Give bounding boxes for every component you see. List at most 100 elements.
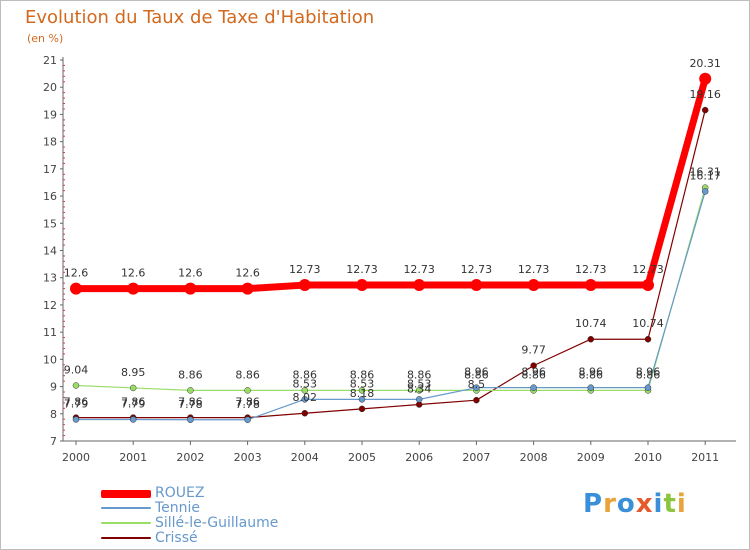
data-point-rouez: [298, 279, 311, 292]
x-tick-label: 2000: [62, 451, 90, 464]
data-label-sille-le-guillaume: 8.86: [636, 368, 661, 381]
y-tick-label: 7: [50, 435, 57, 448]
data-label-sille-le-guillaume: 9.04: [64, 363, 89, 376]
data-label-crisse: 8.34: [407, 383, 432, 396]
x-tick-label: 2006: [405, 451, 433, 464]
data-point-rouez: [699, 72, 712, 85]
series-line-rouez: [76, 77, 709, 293]
chart-legend: ROUEZ Tennie Sillé-le-Guillaume Crissé: [101, 485, 341, 546]
x-tick-label: 2009: [577, 451, 605, 464]
data-label-crisse: 8.18: [350, 387, 375, 400]
data-label-crisse: 8.02: [293, 391, 318, 404]
data-label-crisse: 7.86: [64, 396, 89, 409]
y-tick-label: 11: [43, 326, 57, 339]
data-label-tennie: 8.53: [350, 377, 375, 390]
data-label-sille-le-guillaume: 8.95: [121, 366, 146, 379]
y-tick-label: 14: [43, 245, 57, 258]
data-label-sille-le-guillaume: 8.86: [178, 368, 203, 381]
legend-swatch-sille-le-guillaume: [101, 522, 151, 524]
legend-label-crisse: Crissé: [155, 530, 198, 546]
data-label-rouez: 12.73: [575, 263, 607, 276]
data-point-rouez: [413, 279, 426, 292]
data-point-rouez: [642, 279, 654, 292]
data-label-tennie: 8.96: [636, 366, 661, 379]
data-point-crisse: [473, 396, 480, 404]
data-label-rouez: 12.73: [346, 263, 378, 276]
data-point-rouez: [527, 279, 540, 292]
data-point-crisse: [301, 409, 309, 417]
y-tick-label: 15: [43, 217, 57, 230]
data-point-rouez: [584, 279, 597, 292]
data-label-rouez: 12.73: [403, 263, 435, 276]
data-point-tennie: [187, 416, 194, 424]
data-label-crisse: 9.77: [521, 344, 546, 357]
y-tick-label: 8: [50, 408, 57, 421]
y-tick-label: 18: [43, 136, 57, 149]
data-point-crisse: [587, 335, 595, 343]
data-label-tennie: 16.17: [689, 169, 721, 182]
data-label-rouez: 12.73: [632, 263, 664, 276]
data-label-rouez: 12.73: [518, 263, 550, 276]
data-point-sille-le-guillaume: [415, 387, 423, 394]
data-point-rouez: [70, 282, 82, 295]
data-point-rouez: [184, 282, 197, 295]
legend-item-rouez: ROUEZ: [101, 485, 341, 501]
data-label-tennie: 8.96: [579, 366, 604, 379]
x-tick-label: 2002: [176, 451, 204, 464]
chart-unit-label: (en %): [27, 32, 64, 45]
legend-item-sille-le-guillaume: Sillé-le-Guillaume: [101, 515, 341, 531]
data-label-crisse: 10.74: [575, 317, 607, 330]
data-point-tennie: [530, 384, 537, 391]
data-point-tennie: [473, 384, 480, 391]
data-label-rouez: 12.73: [461, 263, 493, 276]
data-label-crisse: 10.74: [632, 317, 664, 330]
y-tick-label: 12: [43, 299, 57, 312]
data-point-tennie: [72, 416, 80, 423]
y-tick-label: 13: [43, 272, 57, 285]
legend-label-sille-le-guillaume: Sillé-le-Guillaume: [155, 515, 279, 531]
data-label-tennie: 7.79: [64, 398, 89, 411]
data-point-sille-le-guillaume: [72, 382, 80, 389]
data-point-crisse: [644, 335, 652, 343]
data-label-sille-le-guillaume: 16.31: [689, 166, 721, 179]
x-tick-label: 2010: [634, 451, 662, 464]
data-point-tennie: [358, 396, 366, 403]
data-point-rouez: [127, 282, 140, 295]
y-tick-label: 10: [43, 353, 57, 366]
x-tick-label: 2001: [119, 451, 147, 464]
data-label-sille-le-guillaume: 8.86: [464, 368, 489, 381]
data-label-sille-le-guillaume: 8.86: [407, 368, 432, 381]
data-point-tennie: [701, 188, 709, 195]
data-point-sille-le-guillaume: [244, 387, 251, 394]
data-point-rouez: [470, 279, 483, 292]
data-label-sille-le-guillaume: 8.86: [579, 368, 604, 381]
data-label-rouez: 12.6: [64, 267, 89, 280]
data-label-rouez: 12.6: [121, 267, 146, 280]
y-tick-label: 19: [43, 108, 57, 121]
data-point-crisse: [701, 106, 709, 114]
data-point-tennie: [244, 416, 251, 424]
data-point-tennie: [415, 396, 423, 403]
y-tick-label: 17: [43, 163, 57, 176]
data-point-sille-le-guillaume: [301, 387, 309, 394]
data-label-sille-le-guillaume: 8.86: [235, 368, 260, 381]
data-point-tennie: [301, 396, 309, 403]
data-point-tennie: [129, 416, 137, 423]
legend-label-tennie: Tennie: [155, 500, 201, 516]
data-label-tennie: 8.96: [464, 366, 489, 379]
legend-swatch-rouez: [101, 490, 151, 498]
series-line-sille-le-guillaume: [75, 187, 706, 391]
data-point-tennie: [644, 384, 652, 391]
data-label-rouez: 12.6: [178, 267, 203, 280]
x-tick-label: 2007: [462, 451, 490, 464]
data-point-tennie: [587, 384, 595, 391]
data-label-tennie: 7.78: [178, 398, 203, 411]
data-point-rouez: [356, 279, 368, 292]
data-label-rouez: 20.31: [689, 57, 721, 70]
legend-item-crisse: Crissé: [101, 530, 341, 546]
data-label-sille-le-guillaume: 8.86: [350, 368, 375, 381]
x-tick-label: 2011: [691, 451, 719, 464]
chart-title: Evolution du Taux de Taxe d'Habitation: [25, 7, 375, 28]
